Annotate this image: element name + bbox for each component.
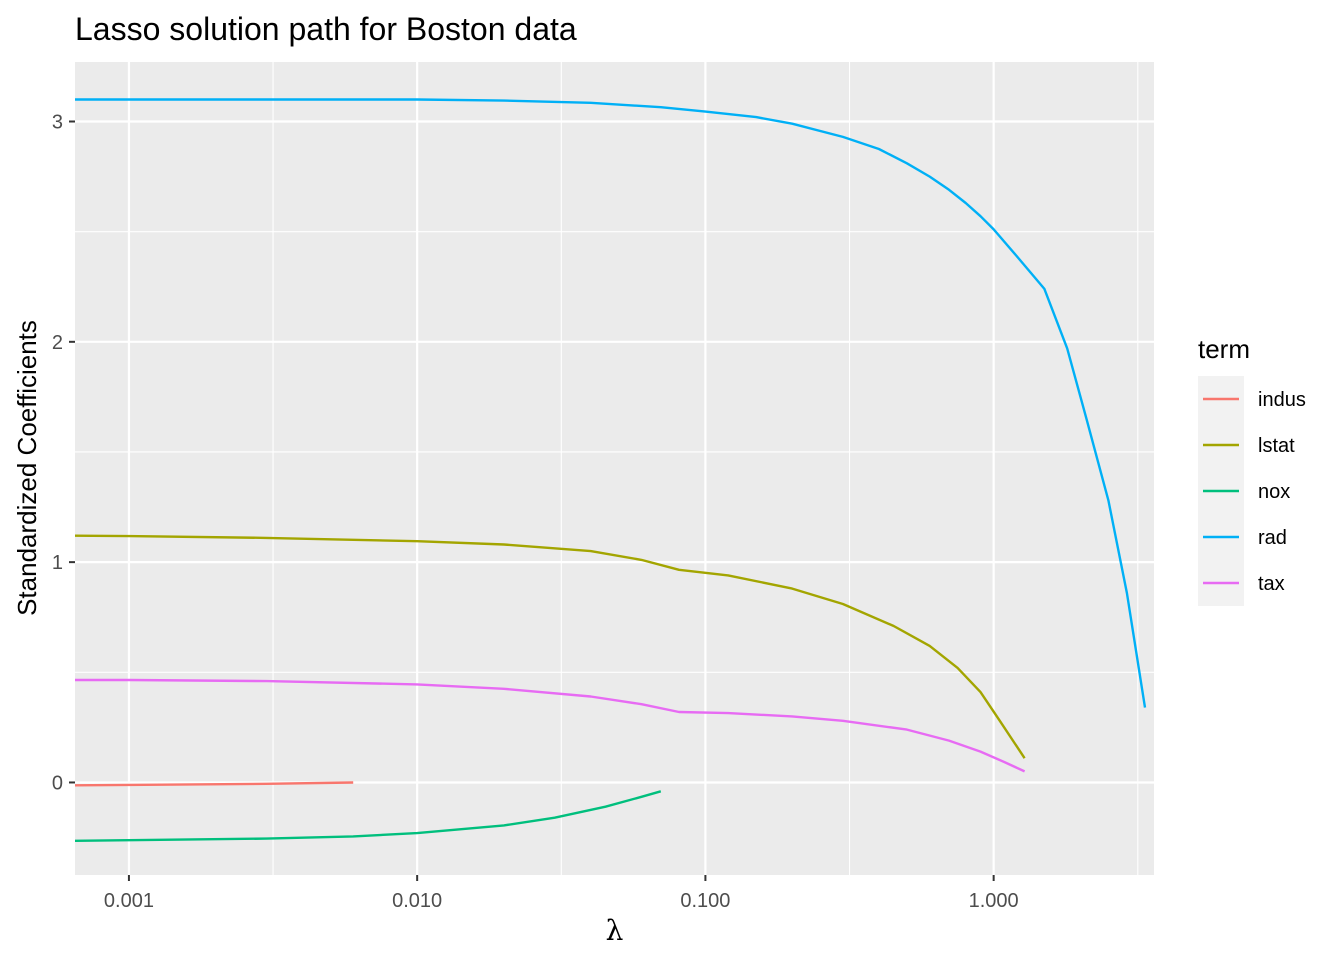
plot-panel	[75, 62, 1154, 875]
y-tick-label: 1	[52, 552, 63, 574]
y-tick-label: 2	[52, 332, 63, 354]
x-tick-label: 0.001	[104, 890, 154, 912]
x-axis-ticks: 0.001 0.010 0.100 1.000	[104, 875, 1019, 912]
series-lines	[74, 98, 1147, 842]
x-tick-label: 1.000	[969, 890, 1019, 912]
legend-label-rad: rad	[1258, 527, 1287, 549]
y-tick-label: 3	[52, 111, 63, 133]
legend-label-indus: indus	[1258, 389, 1306, 411]
series-line-nox	[74, 790, 662, 842]
y-axis-ticks: 0 1 2 3	[52, 111, 75, 794]
series-line-tax	[75, 678, 1026, 773]
legend-title: term	[1198, 334, 1250, 364]
legend-label-lstat: lstat	[1258, 435, 1295, 457]
series-line-indus	[74, 781, 354, 787]
legend-label-tax: tax	[1258, 573, 1285, 595]
series-line-lstat	[74, 534, 1026, 759]
legend-label-nox: nox	[1258, 481, 1290, 503]
chart-title: Lasso solution path for Boston data	[75, 11, 577, 47]
x-tick-label: 0.100	[680, 890, 730, 912]
minor-gridlines	[75, 62, 1154, 875]
y-tick-label: 0	[52, 772, 63, 794]
y-axis-title: Standardized Coefficients	[12, 320, 42, 616]
major-gridlines	[75, 62, 1154, 875]
x-axis-title: λ	[606, 914, 624, 947]
x-tick-label: 0.010	[392, 890, 442, 912]
series-line-rad	[75, 98, 1147, 708]
legend: term indus lstat nox rad tax	[1198, 334, 1306, 606]
legend-items: indus lstat nox rad tax	[1198, 376, 1306, 606]
